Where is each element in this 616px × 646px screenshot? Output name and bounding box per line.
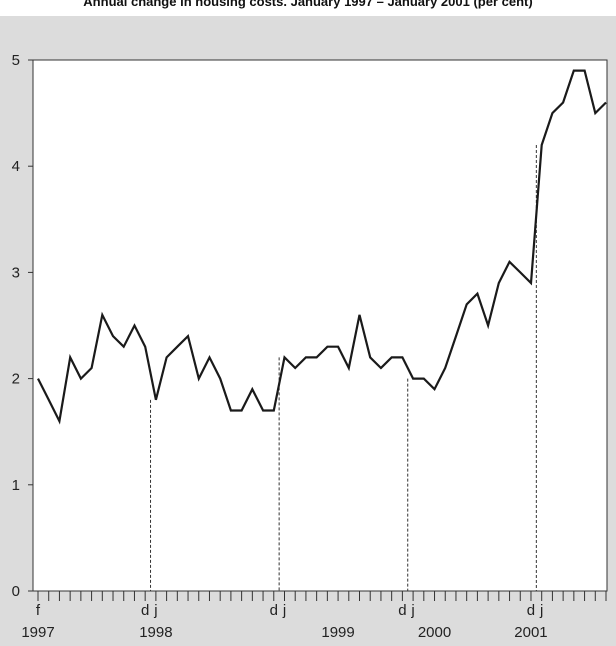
- x-month-label: d: [527, 602, 535, 619]
- y-tick-label: 0: [12, 583, 20, 600]
- chart-panel: 0 1 2 3 4 5 f d j d j d j d j 1997 1998 1999 2000 2001: [0, 16, 616, 646]
- x-month-label: d: [141, 602, 149, 619]
- x-year-label: 1999: [321, 624, 354, 641]
- x-month-label: j: [539, 602, 543, 619]
- chart-title: Annual change in housing costs. January …: [0, 0, 616, 16]
- x-month-label: j: [410, 602, 414, 619]
- x-year-label: 2001: [514, 624, 547, 641]
- x-month-label: j: [153, 602, 157, 619]
- x-year-label: 1997: [21, 624, 54, 641]
- y-tick-label: 4: [12, 158, 20, 175]
- y-tick-label: 1: [12, 477, 20, 494]
- y-tick-label: 5: [12, 52, 20, 69]
- series-line: [37, 69, 607, 425]
- x-year-label: 1998: [139, 624, 172, 641]
- x-month-label: d: [270, 602, 278, 619]
- y-tick-label: 3: [12, 264, 20, 281]
- x-month-label: j: [282, 602, 286, 619]
- x-year-label: 2000: [418, 624, 451, 641]
- x-month-label: f: [36, 602, 41, 619]
- x-month-label: d: [398, 602, 406, 619]
- plot-area: [32, 59, 608, 592]
- y-tick-label: 2: [12, 371, 20, 388]
